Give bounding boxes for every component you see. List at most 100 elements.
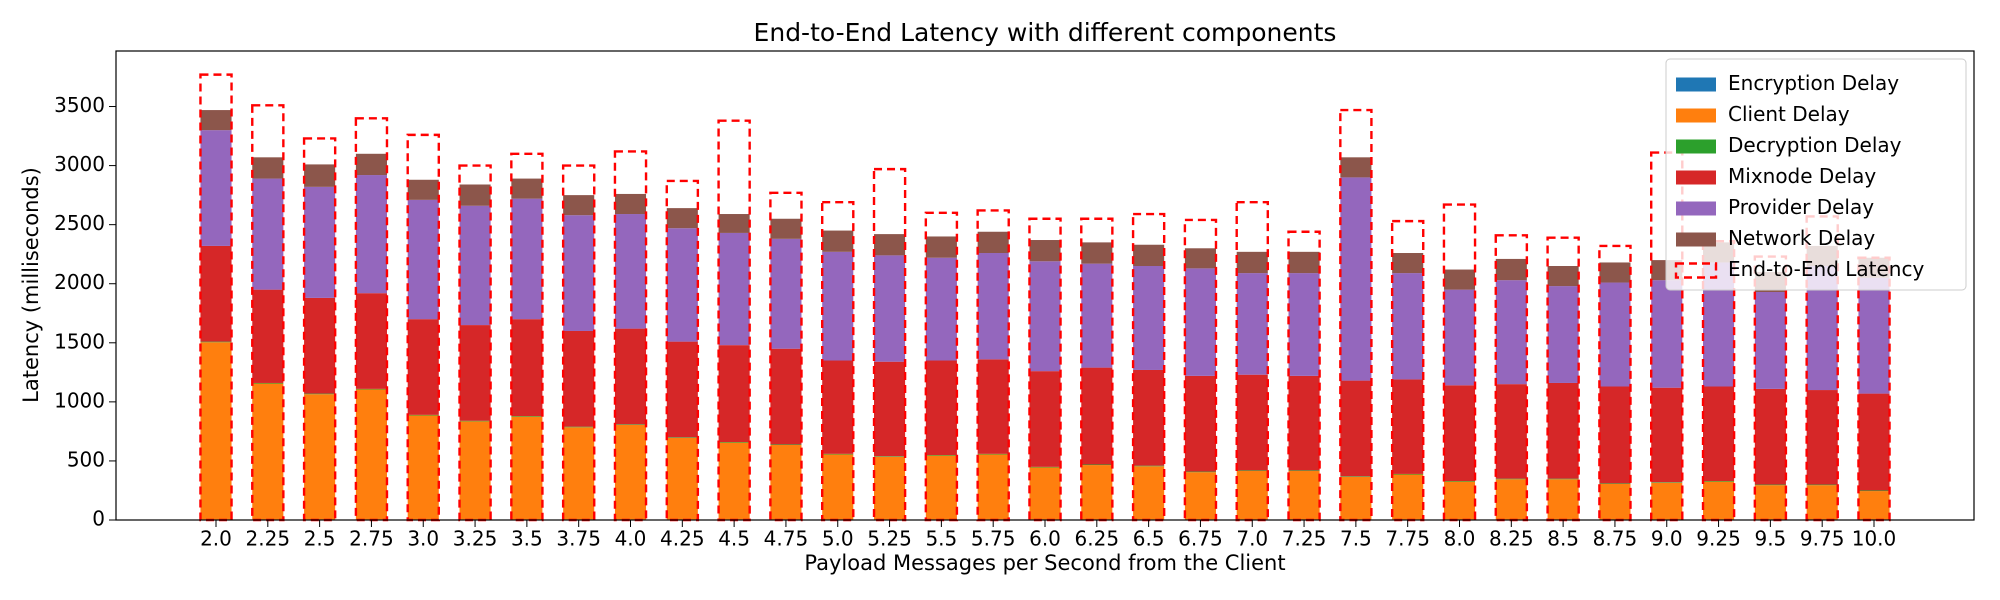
bar-segment <box>511 178 543 199</box>
x-tick-label: 6.75 <box>1178 527 1223 551</box>
bar-segment <box>459 325 491 421</box>
bar-segment <box>614 328 647 425</box>
legend-label: Decryption Delay <box>1728 133 1902 157</box>
x-tick-label: 3.25 <box>453 527 498 551</box>
bar-segment <box>1340 177 1372 381</box>
legend-swatch <box>1676 201 1716 216</box>
bar-segment <box>563 427 595 520</box>
bar-segment <box>355 388 387 390</box>
x-tick-label: 7.0 <box>1236 527 1268 551</box>
bar-segment <box>770 238 802 349</box>
end-to-end-outline <box>665 179 700 522</box>
bar-segment <box>355 389 387 520</box>
bar-segment <box>770 218 802 239</box>
y-tick-label: 3000 <box>54 152 105 176</box>
end-to-end-outline <box>1028 217 1062 522</box>
bar-segment <box>718 442 750 443</box>
bar-segment <box>1495 384 1527 479</box>
bar-segment <box>511 319 543 417</box>
legend-swatch <box>1674 262 1718 279</box>
bar-segment <box>1703 481 1735 520</box>
bar-segment <box>1288 470 1320 520</box>
bar-segment <box>1443 481 1476 520</box>
bar-segment <box>666 341 698 438</box>
x-tick-label: 2.75 <box>349 527 394 551</box>
bar-segment <box>1858 491 1890 520</box>
legend-label: Network Delay <box>1728 226 1875 250</box>
bar-segment <box>614 424 647 425</box>
bar-segment <box>1029 240 1061 262</box>
bar-segment <box>1443 289 1476 386</box>
legend-swatch <box>1676 139 1716 154</box>
bar-segment <box>1029 466 1061 468</box>
bar-segment <box>614 193 647 215</box>
bar-segment <box>925 455 957 456</box>
x-tick-label: 3.75 <box>556 527 601 551</box>
bar-segment <box>1236 470 1268 520</box>
bar-segment <box>1392 273 1424 380</box>
y-tick-label: 0 <box>92 507 105 531</box>
bar-segment <box>1651 482 1683 483</box>
legend-label: Provider Delay <box>1728 195 1874 219</box>
legend-label: Client Delay <box>1728 102 1850 126</box>
bar-segment <box>977 454 1009 520</box>
bar-segment <box>407 415 439 520</box>
bar-segment <box>1754 388 1786 485</box>
bar-segment <box>1443 385 1476 482</box>
bar-segment <box>1703 386 1735 482</box>
bar-segment <box>1081 242 1113 264</box>
bar-segment <box>822 454 854 520</box>
y-tick-label: 3500 <box>54 93 105 117</box>
bar-segment <box>304 186 336 298</box>
legend-label: End-to-End Latency <box>1728 257 1924 281</box>
legend-swatch <box>1676 108 1716 123</box>
bar-segment <box>1236 251 1268 274</box>
bar-segment <box>1236 470 1268 471</box>
x-tick-label: 7.5 <box>1340 527 1372 551</box>
bar-segment <box>563 426 595 428</box>
bar-segment <box>252 382 284 384</box>
x-axis-label: Payload Messages per Second from the Cli… <box>804 551 1285 575</box>
bar-segment <box>1184 471 1216 473</box>
bar-segment <box>459 421 491 520</box>
y-tick-label: 2000 <box>54 270 105 294</box>
bar-segment <box>1340 476 1372 520</box>
bar-segment <box>200 245 232 342</box>
legend-label: Encryption Delay <box>1728 71 1899 95</box>
bar-segment <box>304 394 336 520</box>
x-tick-label: 8.0 <box>1444 527 1476 551</box>
x-tick-label: 4.5 <box>718 527 750 551</box>
bar-segment <box>407 179 439 200</box>
bar-segment <box>977 231 1009 254</box>
bar-segment <box>1133 244 1165 267</box>
bar-segment <box>459 420 491 422</box>
bar-segment <box>1184 375 1216 472</box>
bar-segment <box>1651 482 1683 520</box>
bar-segment <box>252 383 284 520</box>
x-tick-label: 3.0 <box>407 527 439 551</box>
x-tick-label: 5.0 <box>822 527 854 551</box>
x-tick-label: 4.0 <box>615 527 647 551</box>
bar-segment <box>1392 474 1424 520</box>
bar-segment <box>1081 465 1113 520</box>
end-to-end-outline <box>1080 217 1114 522</box>
end-to-end-outline <box>199 73 233 522</box>
bar-segment <box>1806 390 1838 485</box>
bar-segment <box>1081 263 1113 368</box>
x-tick-label: 6.25 <box>1075 527 1120 551</box>
bar-segment <box>977 453 1009 455</box>
bar-segment <box>874 456 906 520</box>
bar-segment <box>511 198 543 320</box>
bar-segment <box>770 348 802 445</box>
bar-segment <box>718 345 750 443</box>
chart-title: End-to-End Latency with different compon… <box>754 18 1337 47</box>
bar-segment <box>1288 470 1320 471</box>
bar-segment <box>874 361 906 457</box>
bar-segment <box>1547 382 1579 479</box>
bar-segment <box>1029 371 1061 467</box>
bar-segment <box>1495 258 1527 281</box>
bar-segment <box>407 414 439 416</box>
bar-segment <box>874 234 906 256</box>
bar-segment <box>1288 251 1320 274</box>
bar-segment <box>304 164 336 187</box>
